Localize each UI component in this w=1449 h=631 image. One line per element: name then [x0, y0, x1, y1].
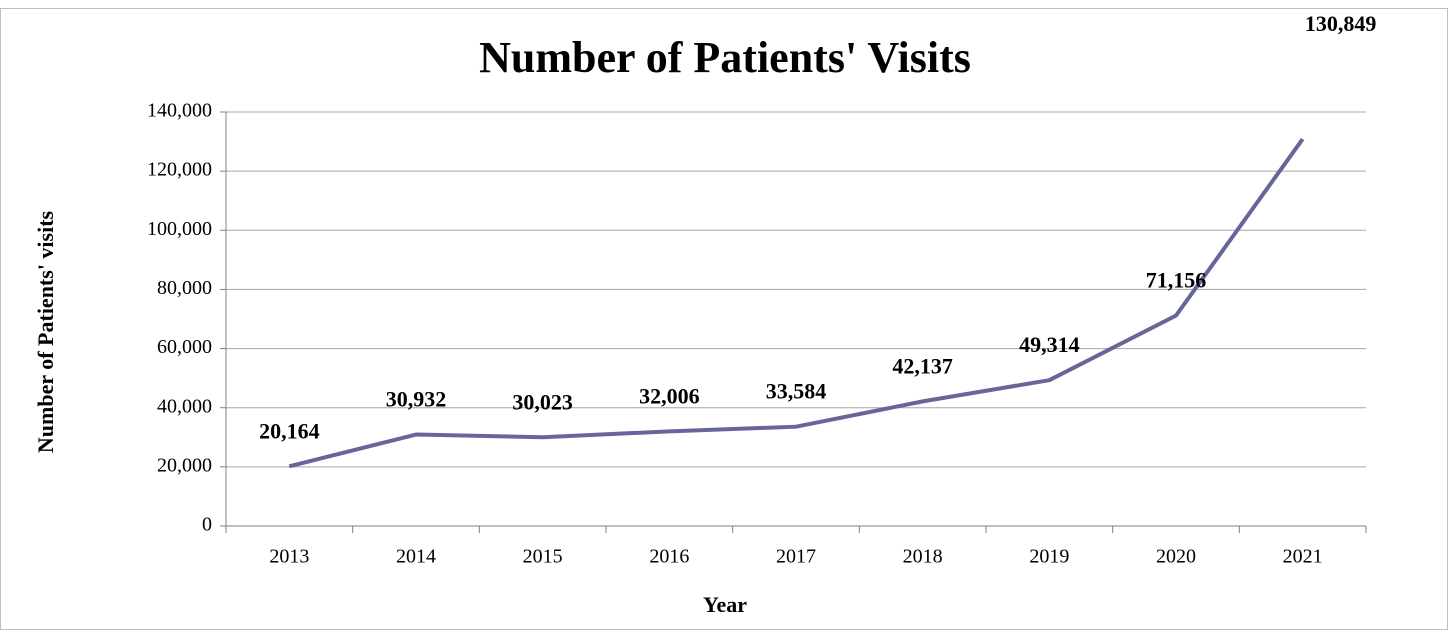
data-label: 49,314 [1019, 332, 1080, 357]
x-tick-label: 2017 [776, 546, 816, 568]
y-tick-label: 60,000 [157, 336, 212, 358]
y-tick-label: 120,000 [147, 159, 212, 181]
y-tick-label: 80,000 [157, 277, 212, 299]
data-line [288, 137, 1305, 469]
x-axis-label: Year [703, 592, 747, 617]
data-label: 32,006 [639, 383, 700, 408]
x-tick-label: 2015 [523, 546, 563, 568]
y-tick-label: 140,000 [147, 100, 212, 122]
x-tick-label: 2021 [1283, 546, 1323, 568]
y-tick-label: 100,000 [147, 218, 212, 240]
x-tick-label: 2019 [1029, 546, 1069, 568]
y-tick-label: 20,000 [157, 454, 212, 476]
data-label: 33,584 [766, 379, 827, 404]
y-tick-label: 40,000 [157, 395, 212, 417]
x-tick-label: 2014 [396, 546, 436, 568]
chart-title: Number of Patients' Visits [479, 33, 971, 82]
y-tick-label: 0 [202, 514, 212, 536]
x-tick-label: 2018 [903, 546, 943, 568]
x-tick-label: 2013 [269, 546, 309, 568]
x-tick-label: 2020 [1156, 546, 1196, 568]
chart-border [0, 8, 1448, 630]
data-label: 20,164 [259, 418, 320, 443]
data-label: 42,137 [892, 353, 953, 378]
data-label: 30,023 [512, 389, 573, 414]
data-label: 130,849 [1305, 11, 1377, 36]
y-axis-label: Number of Patients' visits [33, 210, 58, 453]
data-label: 30,932 [386, 387, 447, 412]
x-tick-label: 2016 [649, 546, 689, 568]
data-label: 71,156 [1146, 268, 1207, 293]
